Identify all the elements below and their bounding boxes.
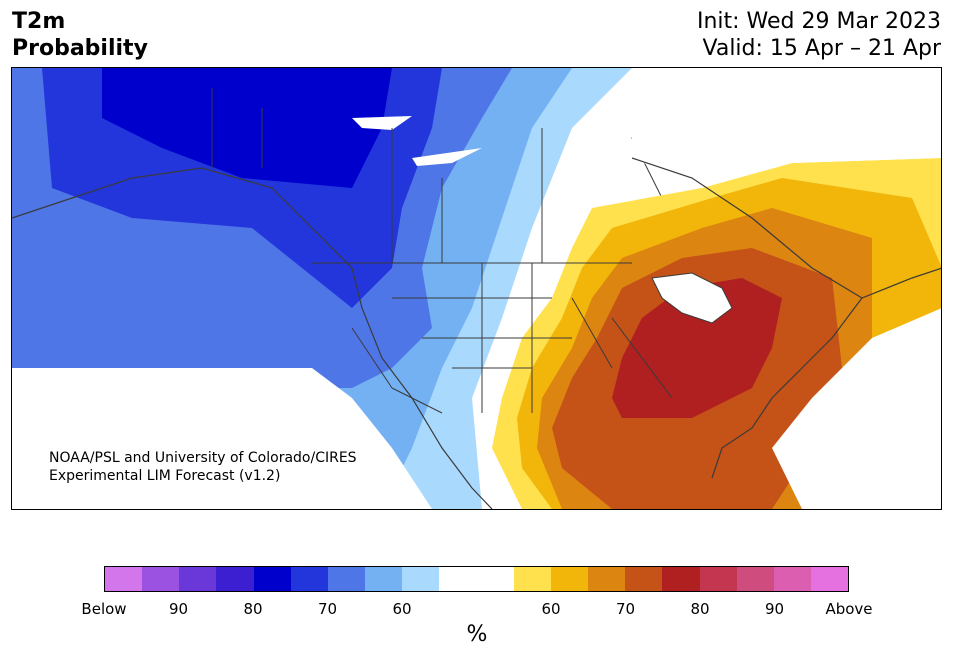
great-lakes	[651, 272, 733, 324]
forecast-credit: NOAA/PSL and University of Colorado/CIRE…	[49, 449, 357, 485]
colorbar-segment	[253, 567, 291, 591]
colorbar-segment	[216, 567, 254, 591]
lake-athabasca	[412, 148, 482, 166]
pacific-white	[12, 368, 432, 509]
colorbar-segment	[513, 567, 551, 591]
title-line-2: Probability	[12, 36, 148, 61]
colorbar-tick-60-below: 60	[392, 600, 412, 618]
colorbar-segment	[142, 567, 180, 591]
credit-line-1: NOAA/PSL and University of Colorado/CIRE…	[49, 450, 357, 466]
probability-colorbar	[104, 566, 849, 592]
map-canvas	[12, 68, 941, 509]
great-slave-lake	[352, 116, 412, 130]
colorbar-segment	[736, 567, 774, 591]
cold-region-80	[102, 68, 392, 188]
credit-line-2: Experimental LIM Forecast (v1.2)	[49, 468, 281, 484]
borders	[211, 88, 673, 414]
colorbar-tick-70-below: 70	[317, 600, 338, 618]
colorbar-tick-90-below: 90	[168, 600, 189, 618]
warm-region-80	[612, 278, 782, 418]
colorbar-tick-80-below: 80	[243, 600, 263, 618]
colorbar-tick-80-above: 80	[690, 600, 710, 618]
atlantic-white	[772, 308, 941, 509]
colorbar-tick-below: Below	[81, 600, 127, 618]
init-date: Init: Wed 29 Mar 2023	[696, 9, 941, 34]
colorbar-unit: %	[466, 622, 488, 647]
coastlines	[12, 157, 941, 509]
colorbar-segment	[290, 567, 328, 591]
colorbar-segment	[327, 567, 366, 591]
colorbar-segment	[810, 567, 849, 591]
colorbar-segment	[439, 567, 477, 591]
valid-range: Valid: 15 Apr – 21 Apr	[702, 36, 942, 61]
colorbar-tick-above: Above	[825, 600, 873, 618]
colorbar-segment	[550, 567, 589, 591]
title-line-1: T2m	[12, 9, 66, 34]
colorbar-segment	[773, 567, 811, 591]
colorbar-tick-70-above: 70	[615, 600, 636, 618]
colorbar-segment	[625, 567, 663, 591]
forecast-dates: Init: Wed 29 Mar 2023 Valid: 15 Apr – 21…	[697, 8, 941, 62]
chart-title: T2m Probability	[12, 8, 148, 62]
colorbar-tick-90-above: 90	[764, 600, 785, 618]
forecast-map	[11, 67, 942, 510]
colorbar-tick-60-above: 60	[541, 600, 561, 618]
colorbar-segment	[476, 567, 514, 591]
colorbar-segment	[662, 567, 700, 591]
colorbar-segment	[105, 567, 143, 591]
greenland-white	[632, 68, 941, 188]
colorbar-segment	[699, 567, 737, 591]
colorbar-segment	[179, 567, 217, 591]
colorbar-segment	[402, 567, 440, 591]
colorbar-segment	[588, 567, 626, 591]
colorbar-segment	[365, 567, 403, 591]
